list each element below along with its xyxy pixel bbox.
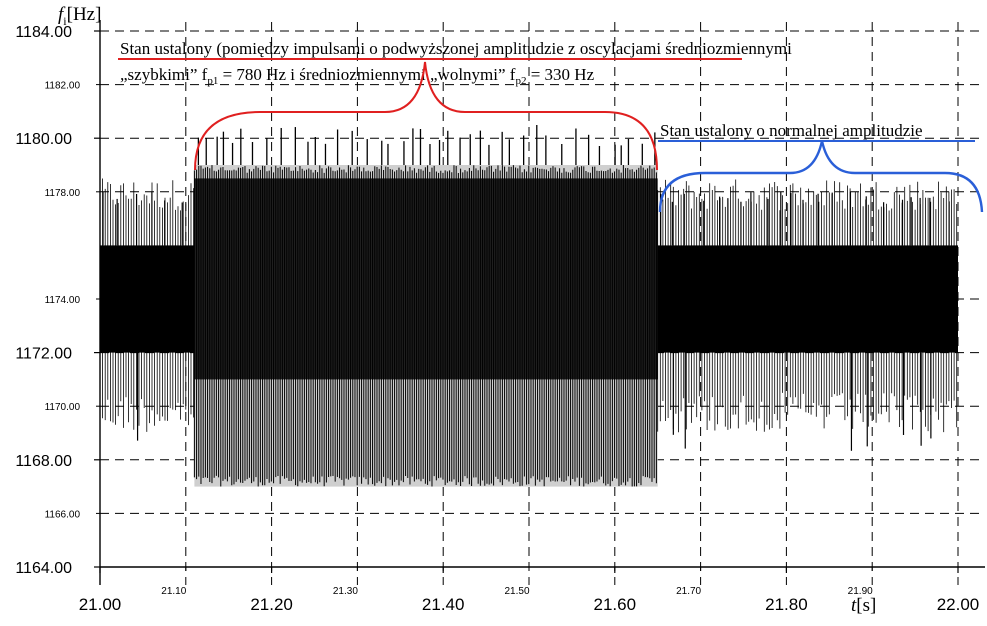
x-tick-label: 21.90 [848,586,873,597]
x-tick-label: 21.40 [422,595,465,614]
y-tick-label: 1172.00 [15,346,72,363]
signal-trace [99,125,958,487]
x-tick-label: 21.30 [333,586,358,597]
red-annotation-line2: „szybkimi” fp1 = 780 Hz i średniozmienny… [120,65,595,87]
y-tick-label: 1174.00 [45,295,81,306]
x-tick-label: 21.10 [161,586,186,597]
x-tick-label: 21.60 [594,595,637,614]
red-annotation-line1: Stan ustalony (pomiędzy impulsami o podw… [120,39,792,58]
y-tick-label: 1168.00 [15,453,72,470]
signal-band [657,245,958,353]
x-tick-label: 21.00 [79,595,122,614]
x-axis-label: t[s] [851,595,876,616]
x-ticks: 21.00 21.20 21.40 21.60 21.80 22.00 21.10 21.30… [79,567,980,614]
x-tick-label: 21.70 [676,586,701,597]
y-tick-label: 1180.00 [15,131,72,148]
red-brace [194,61,658,171]
blue-annotation-text: Stan ustalony o normalnej amplitudzie [660,121,923,140]
y-tick-label: 1170.00 [45,402,81,413]
blue-annotation: Stan ustalony o normalnej amplitudzie [658,121,984,213]
blue-brace [658,140,984,213]
red-annotation: Stan ustalony (pomiędzy impulsami o podw… [118,39,792,171]
y-tick-label: 1166.00 [45,509,81,520]
y-tick-label: 1184.00 [15,24,72,41]
x-tick-label: 21.50 [504,586,529,597]
y-tick-label: 1178.00 [45,188,81,199]
y-tick-label: 1182.00 [45,81,81,92]
signal-band [194,178,658,380]
y-tick-label: 1164.00 [15,560,72,577]
x-tick-label: 21.20 [250,595,293,614]
axes [99,20,985,585]
x-tick-label: 22.00 [937,595,980,614]
y-axis-label: fi[Hz] [58,4,101,28]
x-tick-label: 21.80 [765,595,808,614]
y-ticks: 1164.00 1168.00 1172.00 1180.00 1184.00 1166.… [15,24,100,577]
